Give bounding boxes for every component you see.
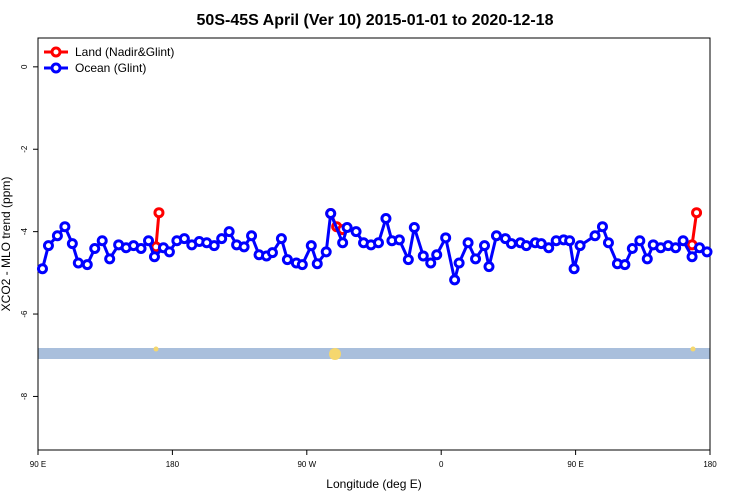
legend-label: Ocean (Glint) bbox=[75, 61, 146, 75]
x-tick-label: 180 bbox=[166, 460, 180, 469]
point bbox=[275, 233, 287, 245]
point bbox=[296, 259, 308, 271]
point bbox=[564, 235, 576, 247]
surface-band bbox=[38, 348, 710, 359]
point bbox=[402, 254, 414, 266]
point bbox=[596, 221, 608, 233]
point bbox=[320, 246, 332, 258]
point bbox=[568, 263, 580, 275]
point bbox=[350, 226, 362, 238]
legend-marker bbox=[50, 62, 62, 74]
point bbox=[490, 230, 502, 242]
point bbox=[543, 242, 555, 254]
point bbox=[325, 208, 337, 220]
point bbox=[449, 274, 461, 286]
x-tick-label: 0 bbox=[439, 460, 444, 469]
point bbox=[163, 246, 175, 258]
point bbox=[148, 251, 160, 263]
y-tick-label: -4 bbox=[20, 228, 29, 236]
legend-marker bbox=[50, 46, 62, 58]
x-tick-label: 90 E bbox=[567, 460, 583, 469]
point bbox=[453, 257, 465, 269]
point bbox=[246, 230, 258, 242]
point bbox=[153, 207, 165, 219]
point bbox=[96, 235, 108, 247]
point bbox=[589, 230, 601, 242]
x-axis-label: Longitude (deg E) bbox=[326, 477, 421, 491]
point bbox=[479, 240, 491, 252]
y-tick-label: -6 bbox=[20, 310, 29, 318]
point bbox=[305, 240, 317, 252]
point bbox=[520, 240, 532, 252]
point bbox=[51, 230, 63, 242]
point bbox=[626, 243, 638, 255]
point bbox=[417, 250, 429, 262]
point bbox=[42, 240, 54, 252]
point bbox=[619, 259, 631, 271]
y-tick-label: -8 bbox=[20, 392, 29, 400]
chart-title: 50S-45S April (Ver 10) 2015-01-01 to 202… bbox=[197, 12, 554, 29]
point bbox=[641, 253, 653, 265]
point bbox=[66, 238, 78, 250]
point bbox=[462, 237, 474, 249]
point bbox=[691, 207, 703, 219]
point bbox=[483, 261, 495, 273]
point bbox=[380, 212, 392, 224]
point bbox=[440, 232, 452, 244]
point bbox=[266, 247, 278, 259]
point bbox=[238, 241, 250, 253]
point bbox=[143, 235, 155, 247]
x-tick-label: 180 bbox=[703, 460, 717, 469]
x-tick-label: 90 E bbox=[30, 460, 46, 469]
point bbox=[670, 242, 682, 254]
point bbox=[36, 263, 48, 275]
band-dot bbox=[329, 348, 341, 360]
y-axis-label: XCO2 - MLO trend (ppm) bbox=[0, 177, 13, 312]
point bbox=[59, 221, 71, 233]
point bbox=[686, 251, 698, 263]
x-tick-label: 90 W bbox=[297, 460, 316, 469]
point bbox=[505, 238, 517, 250]
legend-label: Land (Nadir&Glint) bbox=[75, 45, 174, 59]
point bbox=[178, 233, 190, 245]
point bbox=[393, 234, 405, 246]
point bbox=[431, 249, 443, 261]
point bbox=[135, 243, 147, 255]
point bbox=[337, 237, 349, 249]
point bbox=[72, 257, 84, 269]
y-tick-label: 0 bbox=[20, 64, 29, 69]
point bbox=[223, 226, 235, 238]
band-dot bbox=[690, 346, 696, 352]
point bbox=[602, 237, 614, 249]
point bbox=[677, 235, 689, 247]
point bbox=[281, 254, 293, 266]
point bbox=[701, 246, 713, 258]
point bbox=[341, 222, 353, 234]
y-tick-label: -2 bbox=[20, 145, 29, 153]
point bbox=[574, 240, 586, 252]
point bbox=[89, 243, 101, 255]
point bbox=[81, 259, 93, 271]
point bbox=[408, 222, 420, 234]
point bbox=[634, 235, 646, 247]
point bbox=[470, 253, 482, 265]
plot-frame bbox=[37, 37, 711, 451]
point bbox=[208, 240, 220, 252]
point bbox=[216, 233, 228, 245]
point bbox=[425, 257, 437, 269]
point bbox=[311, 258, 323, 270]
point bbox=[104, 253, 116, 265]
point bbox=[372, 237, 384, 249]
band-dot bbox=[153, 346, 159, 352]
